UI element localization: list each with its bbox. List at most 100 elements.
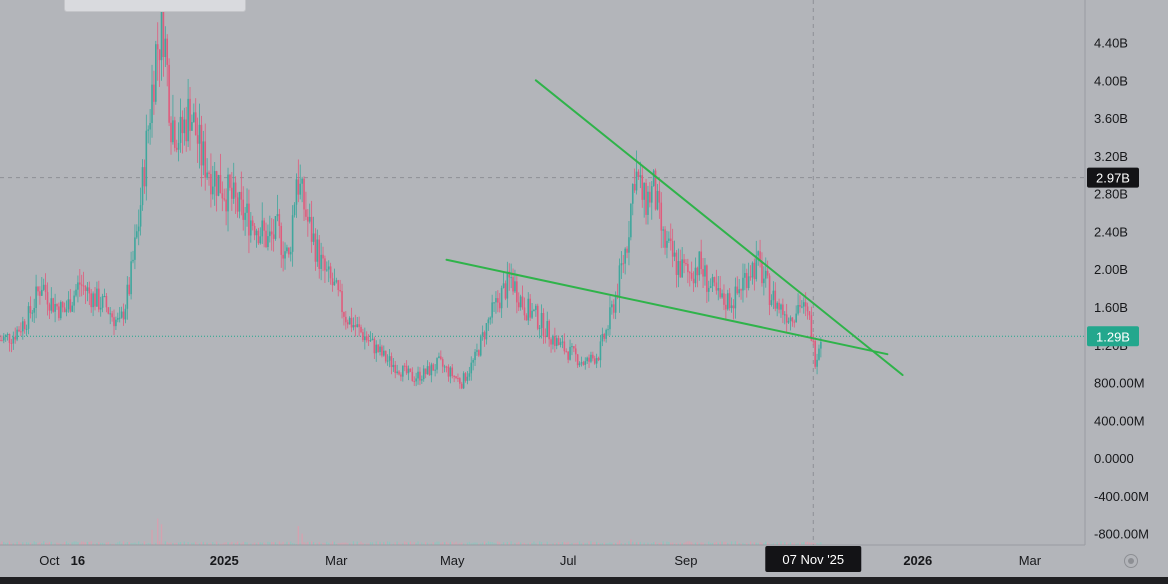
ohlc-tooltip-box xyxy=(64,0,246,12)
volume-bar xyxy=(29,542,32,545)
candle-body xyxy=(757,251,759,256)
candle xyxy=(155,40,157,105)
candle xyxy=(761,252,763,287)
candle xyxy=(687,258,689,284)
candle-body xyxy=(360,326,362,333)
candle-body xyxy=(711,277,714,287)
candle xyxy=(371,333,374,341)
candle-body xyxy=(451,367,454,376)
candle xyxy=(768,273,771,316)
volume-bar xyxy=(626,543,628,545)
candle-body xyxy=(504,283,507,299)
candle xyxy=(44,273,47,300)
candle-body xyxy=(204,141,207,178)
volume-bar xyxy=(786,542,788,545)
candle-body xyxy=(487,319,490,324)
settings-icon[interactable] xyxy=(1124,554,1138,568)
candle xyxy=(168,58,170,127)
candle xyxy=(552,334,554,350)
candle xyxy=(71,301,74,313)
candle xyxy=(210,153,212,208)
volume-bar xyxy=(635,542,638,545)
candle-body xyxy=(232,182,235,199)
volume-spike xyxy=(618,540,621,545)
candle xyxy=(251,215,254,231)
candle-body xyxy=(231,187,233,199)
candle xyxy=(512,268,514,295)
candle-body xyxy=(269,231,271,237)
volume-bar xyxy=(713,542,716,545)
candle-body xyxy=(48,304,51,311)
candle xyxy=(52,297,55,313)
candle-body xyxy=(52,298,55,312)
volume-bar xyxy=(575,543,577,545)
candle-body xyxy=(307,216,309,222)
volume-bar xyxy=(162,543,165,545)
candle xyxy=(130,251,132,300)
volume-bar xyxy=(221,543,223,545)
trendline-lower[interactable] xyxy=(445,258,889,356)
candle-body xyxy=(244,212,246,220)
candle xyxy=(322,246,324,272)
volume-bar xyxy=(772,543,774,545)
time-axis[interactable]: Oct 16 2025 Mar May Jul Sep 2026 Mar 07 Nov '25 xyxy=(0,544,1085,572)
candle xyxy=(521,285,524,310)
volume-bar xyxy=(415,543,417,545)
candle xyxy=(358,316,360,337)
volume-bar xyxy=(613,543,615,545)
trendline-upper[interactable] xyxy=(534,79,904,376)
candle-body xyxy=(329,266,332,279)
price-tick-label: 1.60B xyxy=(1094,300,1128,315)
trendline-drawings[interactable] xyxy=(445,79,904,376)
candle xyxy=(728,288,731,311)
volume-bar xyxy=(527,543,529,545)
volume-bar xyxy=(423,543,425,545)
time-tick-label: 16 xyxy=(71,553,85,568)
candle-body xyxy=(314,233,317,262)
candle-body xyxy=(609,307,611,330)
candle-body xyxy=(645,182,647,215)
candle-body xyxy=(122,311,125,320)
candle xyxy=(202,130,205,176)
candle-body xyxy=(812,340,815,342)
volume-bar xyxy=(495,543,497,545)
volume-bar xyxy=(166,542,168,545)
candle-body xyxy=(593,358,596,364)
candle xyxy=(630,203,632,241)
volume-bars xyxy=(0,518,822,545)
candle xyxy=(231,172,233,211)
candle-body xyxy=(58,306,60,319)
candle xyxy=(234,176,237,214)
candle-body xyxy=(514,281,516,292)
volume-bar xyxy=(556,543,558,545)
candle-body xyxy=(14,336,17,340)
candle-body xyxy=(297,179,300,195)
volume-bar xyxy=(58,543,60,545)
candle xyxy=(782,298,784,324)
candle xyxy=(405,360,408,375)
candle xyxy=(620,251,623,279)
candle-body xyxy=(614,294,617,313)
candle-body xyxy=(118,317,121,319)
candle xyxy=(54,293,56,323)
candle-body xyxy=(381,346,383,356)
candle-body xyxy=(607,329,609,331)
candle xyxy=(402,365,404,382)
candle-body xyxy=(295,179,298,205)
volume-bar xyxy=(231,541,233,545)
candle xyxy=(122,303,125,326)
volume-bar xyxy=(643,542,645,545)
candle xyxy=(764,257,767,288)
candle-body xyxy=(783,314,786,316)
volume-bar xyxy=(107,541,109,545)
candle xyxy=(717,276,720,301)
price-axis[interactable]: 4.40B 4.00B 3.60B 3.20B 2.80B 2.40B 2.00B 1.60B… xyxy=(1084,0,1149,545)
candle xyxy=(284,242,286,270)
candle-body xyxy=(242,199,245,220)
volume-bar xyxy=(806,541,809,545)
candle xyxy=(742,263,744,303)
volume-bar xyxy=(719,541,721,545)
candle-body xyxy=(194,112,197,136)
candle-body xyxy=(246,203,248,213)
